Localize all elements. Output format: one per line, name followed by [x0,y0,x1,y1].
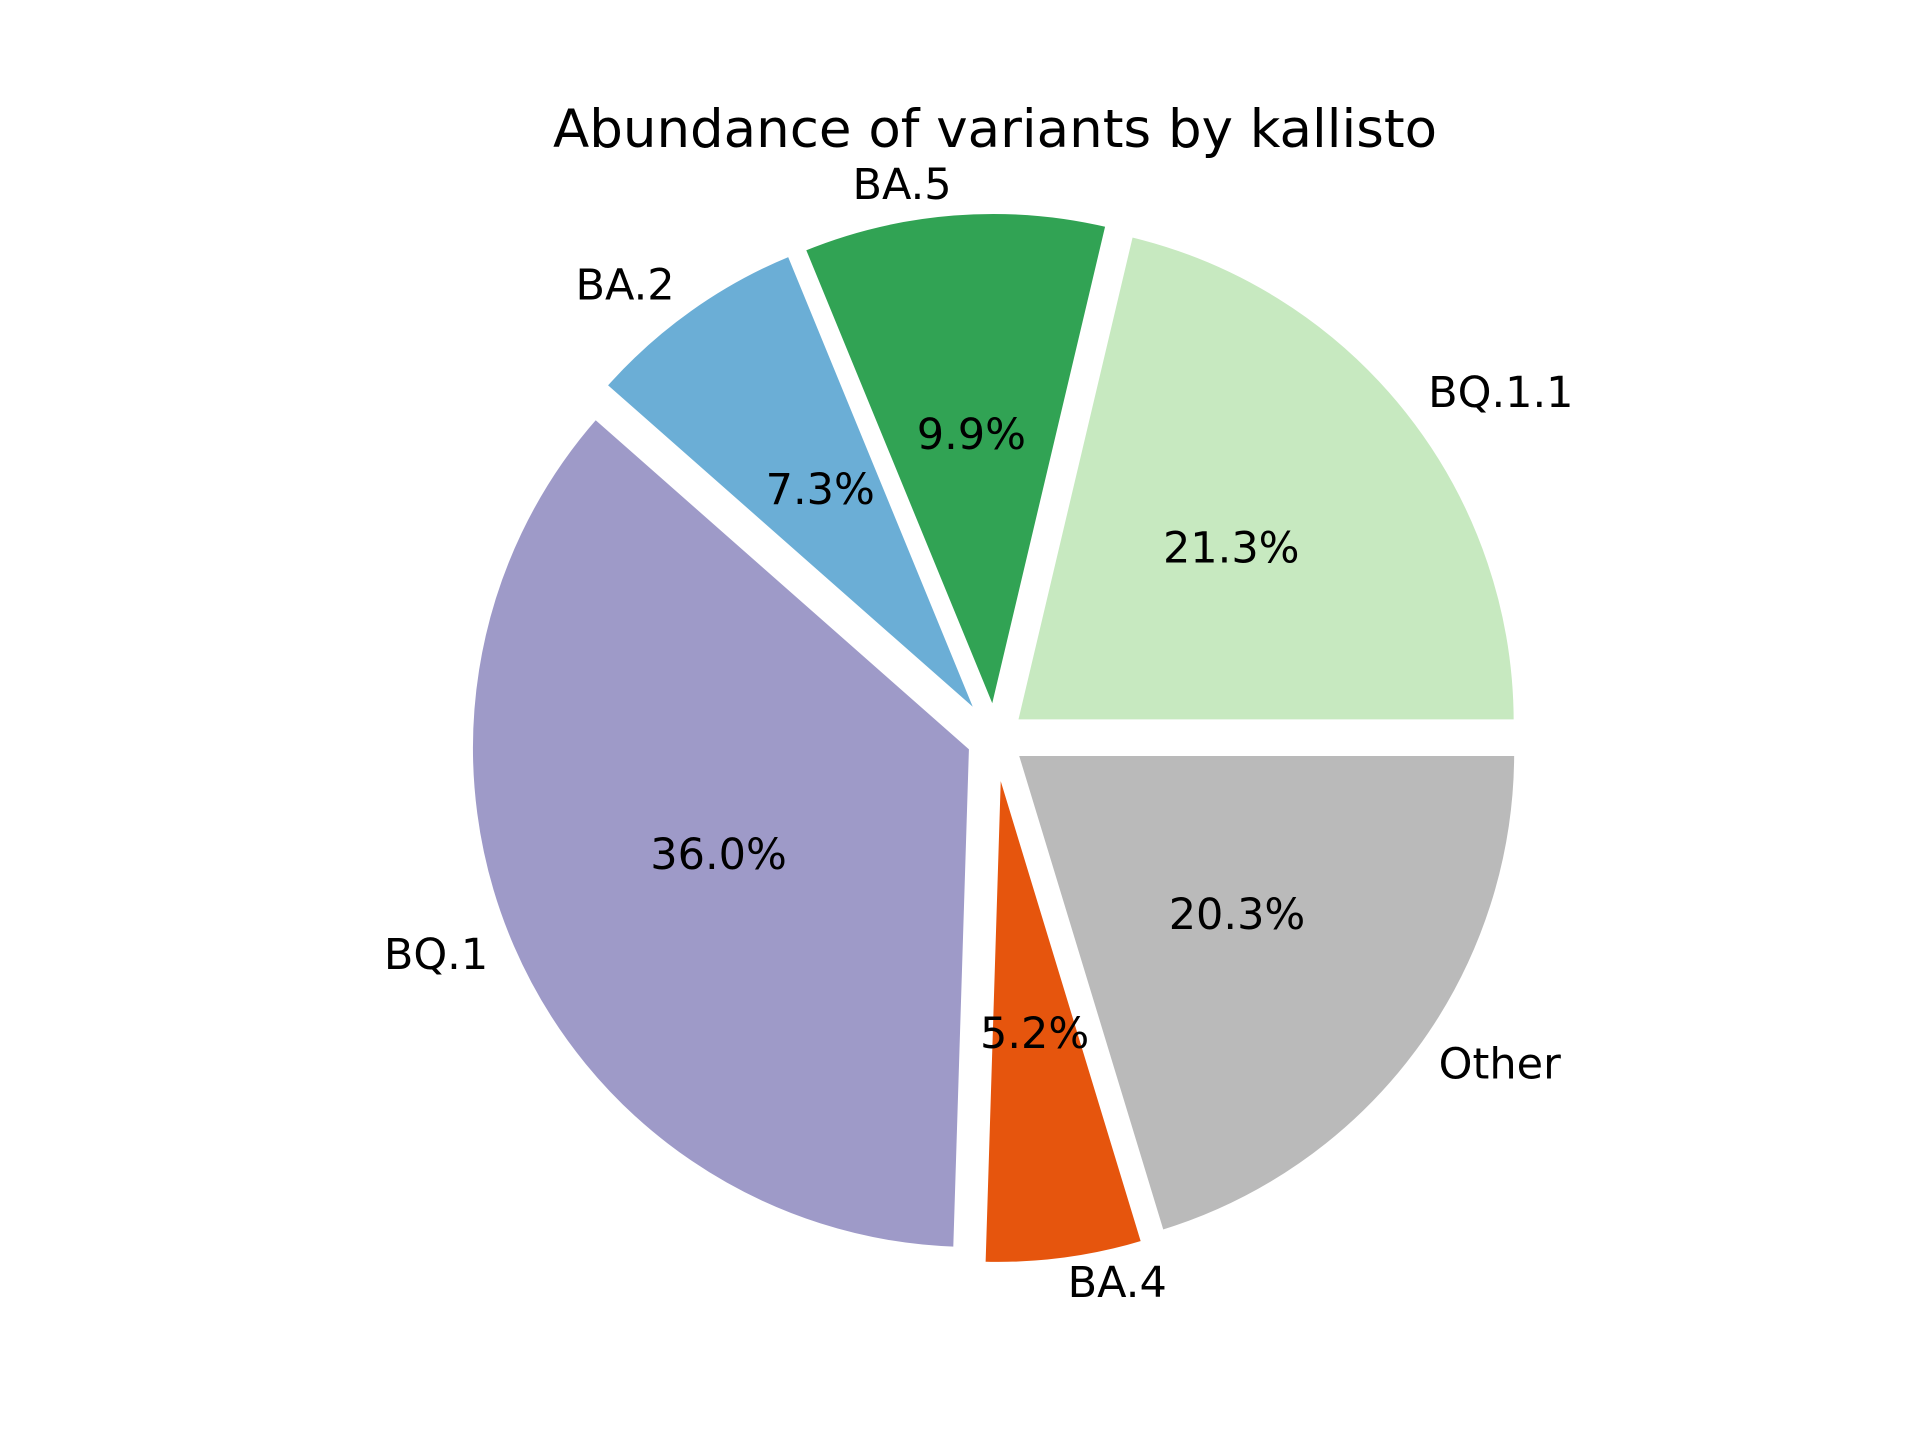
pie-slice-ba-5 [798,208,1113,723]
slice-percent-label: 9.9% [917,410,1026,460]
slice-percent-label: 7.3% [766,465,875,515]
pie-slice-bq-1-1 [1010,230,1520,726]
slice-label: BA.4 [1068,1258,1167,1308]
slice-percent-label: 21.3% [1163,524,1300,574]
slice-label: BQ.1.1 [1428,368,1573,418]
chart-title: Abundance of variants by kallisto [553,99,1437,160]
pie-slice-bq-1 [467,411,976,1253]
slice-label: Other [1439,1039,1561,1089]
pie-labels: BQ.1.1 21.3% BA.5 9.9% BA.2 7.3% BQ.1 36.0% BA.4… [384,160,1574,1308]
slice-label: BQ.1 [384,930,488,980]
pie-slice-ba-4 [979,762,1149,1268]
pie-slice-other [1011,749,1521,1237]
slice-label: BA.2 [575,261,674,311]
slice-percent-label: 20.3% [1169,890,1306,940]
slice-percent-label: 5.2% [980,1009,1089,1059]
slice-label: BA.5 [852,160,951,210]
pie-slice-ba-2 [599,249,984,720]
slice-percent-label: 36.0% [650,830,787,880]
pie-slices [467,208,1521,1268]
